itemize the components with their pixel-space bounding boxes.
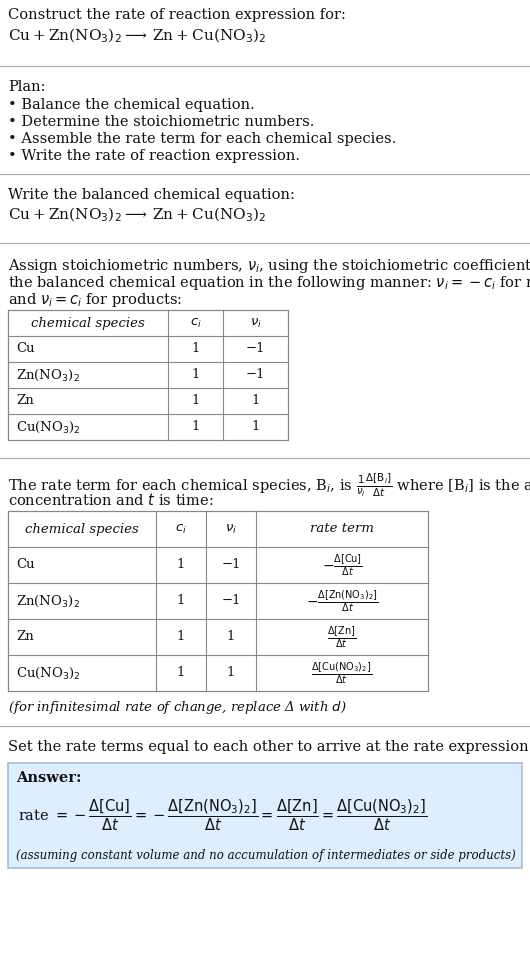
Text: Cu: Cu <box>16 558 34 572</box>
Text: • Determine the stoichiometric numbers.: • Determine the stoichiometric numbers. <box>8 115 314 129</box>
Text: $c_i$: $c_i$ <box>175 522 187 536</box>
Text: 1: 1 <box>177 558 185 572</box>
Text: and $\nu_i = c_i$ for products:: and $\nu_i = c_i$ for products: <box>8 291 182 309</box>
Text: 1: 1 <box>251 421 260 433</box>
Text: Cu(NO$_3$)$_2$: Cu(NO$_3$)$_2$ <box>16 420 81 434</box>
Text: $\nu_i$: $\nu_i$ <box>225 522 237 536</box>
Text: $-\frac{\Delta[\mathrm{Cu}]}{\Delta t}$: $-\frac{\Delta[\mathrm{Cu}]}{\Delta t}$ <box>322 552 363 578</box>
Text: $\nu_i$: $\nu_i$ <box>250 316 261 330</box>
Text: $-\frac{\Delta[\mathrm{Zn(NO_3)_2}]}{\Delta t}$: $-\frac{\Delta[\mathrm{Zn(NO_3)_2}]}{\De… <box>306 589 378 614</box>
Text: 1: 1 <box>177 667 185 679</box>
Text: (for infinitesimal rate of change, replace Δ with $d$): (for infinitesimal rate of change, repla… <box>8 699 347 716</box>
Text: chemical species: chemical species <box>31 316 145 330</box>
Text: Cu + Zn(NO$_3$)$_2$ ⟶  Zn + Cu(NO$_3$)$_2$: Cu + Zn(NO$_3$)$_2$ ⟶ Zn + Cu(NO$_3$)$_2… <box>8 27 266 46</box>
Text: rate $= -\dfrac{\Delta[\mathrm{Cu}]}{\Delta t} = -\dfrac{\Delta[\mathrm{Zn(NO_3): rate $= -\dfrac{\Delta[\mathrm{Cu}]}{\De… <box>18 797 428 833</box>
Text: 1: 1 <box>191 394 200 408</box>
Text: Cu: Cu <box>16 343 34 355</box>
Text: chemical species: chemical species <box>25 522 139 536</box>
Text: $\frac{\Delta[\mathrm{Cu(NO_3)_2}]}{\Delta t}$: $\frac{\Delta[\mathrm{Cu(NO_3)_2}]}{\Del… <box>312 660 373 686</box>
Text: Plan:: Plan: <box>8 80 46 94</box>
Bar <box>8 511 428 691</box>
Text: 1: 1 <box>191 369 200 382</box>
Text: 1: 1 <box>251 394 260 408</box>
Text: 1: 1 <box>191 421 200 433</box>
Text: 1: 1 <box>191 343 200 355</box>
Text: $\frac{\Delta[\mathrm{Zn}]}{\Delta t}$: $\frac{\Delta[\mathrm{Zn}]}{\Delta t}$ <box>328 624 357 650</box>
Text: Construct the rate of reaction expression for:: Construct the rate of reaction expressio… <box>8 8 346 22</box>
Text: • Assemble the rate term for each chemical species.: • Assemble the rate term for each chemic… <box>8 132 396 146</box>
Text: −1: −1 <box>221 594 241 607</box>
Bar <box>8 310 288 440</box>
Text: (assuming constant volume and no accumulation of intermediates or side products): (assuming constant volume and no accumul… <box>16 849 516 863</box>
Text: 1: 1 <box>177 630 185 643</box>
Text: Assign stoichiometric numbers, $\nu_i$, using the stoichiometric coefficients, $: Assign stoichiometric numbers, $\nu_i$, … <box>8 257 530 275</box>
Text: 1: 1 <box>227 667 235 679</box>
Text: −1: −1 <box>221 558 241 572</box>
Text: The rate term for each chemical species, B$_i$, is $\frac{1}{\nu_i}\frac{\Delta[: The rate term for each chemical species,… <box>8 472 530 500</box>
Text: concentration and $t$ is time:: concentration and $t$ is time: <box>8 492 214 508</box>
Text: Zn: Zn <box>16 630 34 643</box>
Text: Zn: Zn <box>16 394 34 408</box>
Text: Write the balanced chemical equation:: Write the balanced chemical equation: <box>8 188 295 202</box>
Text: −1: −1 <box>246 343 265 355</box>
Text: rate term: rate term <box>310 522 374 536</box>
Text: 1: 1 <box>177 594 185 607</box>
Text: the balanced chemical equation in the following manner: $\nu_i = -c_i$ for react: the balanced chemical equation in the fo… <box>8 274 530 292</box>
Text: • Balance the chemical equation.: • Balance the chemical equation. <box>8 98 255 112</box>
Text: • Write the rate of reaction expression.: • Write the rate of reaction expression. <box>8 149 300 163</box>
FancyBboxPatch shape <box>8 763 522 868</box>
Text: 1: 1 <box>227 630 235 643</box>
Text: −1: −1 <box>246 369 265 382</box>
Text: Answer:: Answer: <box>16 771 82 785</box>
Text: Cu + Zn(NO$_3$)$_2$ ⟶  Zn + Cu(NO$_3$)$_2$: Cu + Zn(NO$_3$)$_2$ ⟶ Zn + Cu(NO$_3$)$_2… <box>8 206 266 224</box>
Text: Zn(NO$_3$)$_2$: Zn(NO$_3$)$_2$ <box>16 367 80 383</box>
Text: Zn(NO$_3$)$_2$: Zn(NO$_3$)$_2$ <box>16 593 80 609</box>
Text: $c_i$: $c_i$ <box>190 316 201 330</box>
Text: Cu(NO$_3$)$_2$: Cu(NO$_3$)$_2$ <box>16 666 81 680</box>
Text: Set the rate terms equal to each other to arrive at the rate expression:: Set the rate terms equal to each other t… <box>8 740 530 754</box>
